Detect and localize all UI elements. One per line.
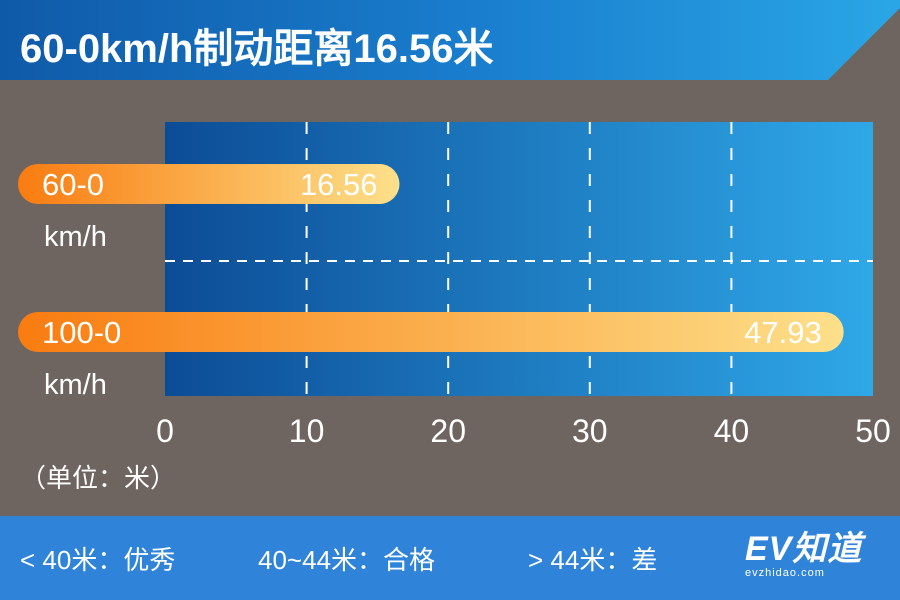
logo-url: evzhidao.com bbox=[745, 567, 825, 579]
x-tick-label: 10 bbox=[289, 413, 325, 449]
category-unit-label: km/h bbox=[44, 221, 107, 253]
category-label: 100-0 bbox=[42, 315, 121, 350]
legend-excellent: < 40米：优秀 bbox=[20, 545, 176, 575]
category-label: 60-0 bbox=[42, 167, 104, 202]
brand-logo: EV知道 evzhidao.com bbox=[745, 531, 885, 583]
x-tick-label: 0 bbox=[156, 413, 174, 449]
legend-pass: 40~44米：合格 bbox=[258, 545, 436, 575]
x-tick-label: 40 bbox=[714, 413, 750, 449]
x-tick-label: 20 bbox=[430, 413, 466, 449]
plot-area bbox=[165, 122, 873, 396]
x-tick-label: 50 bbox=[855, 413, 891, 449]
legend-poor: > 44米：差 bbox=[528, 545, 658, 575]
bar-chart: 60-0 km/h 16.56 100-0 km/h 47.93 0 10 20 30 40 50 bbox=[18, 122, 891, 449]
unit-label: （单位：米） bbox=[20, 463, 177, 493]
bar bbox=[18, 164, 400, 204]
page-title: 60-0km/h制动距离16.56米 bbox=[20, 27, 494, 71]
title-banner: 60-0km/h制动距离16.56米 bbox=[0, 0, 900, 80]
legend-footer bbox=[0, 516, 900, 600]
logo-text: EV知道 bbox=[745, 530, 863, 568]
category-unit-label: km/h bbox=[44, 369, 107, 401]
x-tick-label: 30 bbox=[572, 413, 608, 449]
data-label: 16.56 bbox=[300, 167, 378, 202]
bar bbox=[18, 312, 844, 352]
data-label: 47.93 bbox=[744, 315, 822, 350]
